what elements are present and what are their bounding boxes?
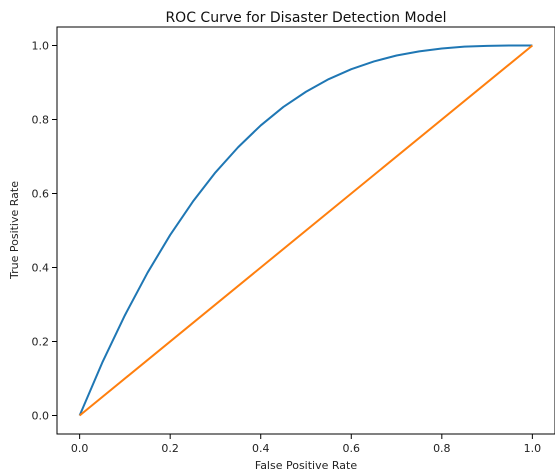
y-tick-label: 0.4 — [32, 262, 50, 275]
x-axis-label: False Positive Rate — [255, 459, 357, 472]
x-tick-label: 0.8 — [433, 442, 451, 455]
y-tick-label: 0.8 — [32, 114, 50, 127]
y-axis-label: True Positive Rate — [8, 181, 21, 280]
x-tick-label: 0.4 — [252, 442, 270, 455]
x-tick-label: 0.2 — [161, 442, 179, 455]
x-tick-label: 1.0 — [524, 442, 542, 455]
x-tick-label: 0.0 — [71, 442, 89, 455]
plot-area — [78, 44, 533, 417]
y-tick-label: 0.0 — [32, 410, 50, 423]
y-tick-label: 1.0 — [32, 40, 50, 53]
diagonal-reference-line — [79, 44, 533, 417]
roc-curve-line — [78, 44, 533, 416]
x-axis: 0.0 0.2 0.4 0.6 0.8 1.0 — [71, 434, 541, 455]
chart-title: ROC Curve for Disaster Detection Model — [165, 10, 446, 26]
y-tick-label: 0.2 — [32, 336, 50, 349]
plot-frame — [56, 26, 555, 435]
y-tick-label: 0.6 — [32, 188, 50, 201]
x-tick-label: 0.6 — [343, 442, 361, 455]
y-axis: 0.0 0.2 0.4 0.6 0.8 1.0 — [32, 40, 57, 423]
